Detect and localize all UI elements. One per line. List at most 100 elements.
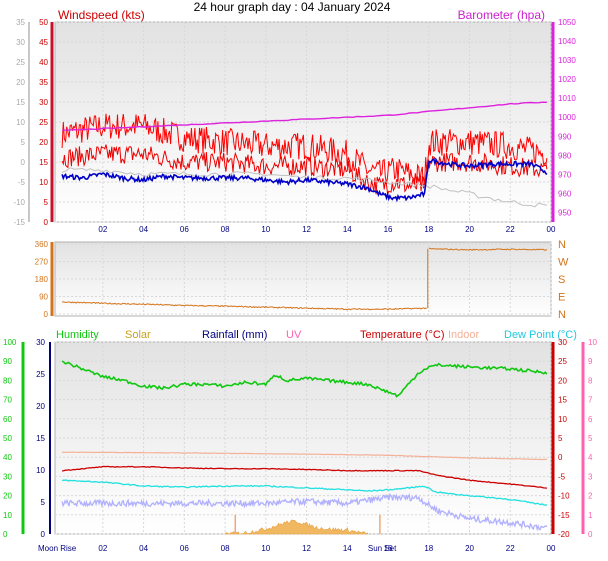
- wind-series-gust: [61, 113, 548, 189]
- wind-inner-tick: 5: [44, 198, 49, 207]
- wind-x-tick: 08: [221, 225, 230, 234]
- wind-x-tick: 04: [139, 225, 148, 234]
- wind-x-tick: 12: [302, 225, 311, 234]
- wind-inner-tick: 10: [39, 178, 48, 187]
- wind-inner-tick: 20: [39, 138, 48, 147]
- humidity-tick: 80: [3, 376, 12, 385]
- temp-x-tick: 00: [547, 544, 556, 553]
- direction-tick: 360: [35, 240, 49, 249]
- baro-title: Barometer (hpa): [458, 8, 545, 22]
- uv-tick: 0: [588, 530, 593, 539]
- temp-x-tick: 06: [180, 544, 189, 553]
- baro-tick: 990: [558, 132, 572, 141]
- temp-x-tick: Sun Set: [368, 544, 397, 553]
- wind-series-avg: [61, 157, 548, 203]
- direction-series-early: [61, 301, 427, 311]
- wind-inner-tick: 40: [39, 58, 48, 67]
- wind-x-tick: 18: [424, 225, 433, 234]
- direction-panel: 0 N 90 E 180 S 270 W 360 N: [35, 239, 569, 321]
- rain-tick: 0: [41, 530, 46, 539]
- temp-tick: 20: [558, 376, 567, 385]
- temp-x-tick: 04: [139, 544, 148, 553]
- wind-outer-tick: -10: [13, 198, 25, 207]
- baro-tick: 960: [558, 189, 572, 198]
- wind-outer-tick: 25: [16, 58, 25, 67]
- temp-tick: -5: [558, 472, 566, 481]
- wind-inner-tick: 30: [39, 98, 48, 107]
- wind-x-tick: 00: [547, 225, 556, 234]
- uv-tick: 7: [588, 396, 593, 405]
- temp-tick-labels: -20-15-10-505101520253001020304050607080…: [3, 338, 597, 553]
- humidity-tick: 50: [3, 434, 12, 443]
- temp-tick: -15: [558, 511, 570, 520]
- wind-inner-tick: 35: [39, 78, 48, 87]
- temp-tick: 5: [558, 434, 563, 443]
- wind-series-baro: [62, 101, 547, 131]
- humidity-tick: 60: [3, 415, 12, 424]
- wind-inner-tick: 45: [39, 38, 48, 47]
- baro-tick: 1000: [558, 113, 576, 122]
- humidity-tick: 70: [3, 396, 12, 405]
- compass-tick: W: [558, 257, 569, 269]
- series-solar: [224, 519, 368, 535]
- baro-tick: 950: [558, 208, 572, 217]
- rain-tick: 30: [36, 338, 45, 347]
- uv-tick: 9: [588, 357, 593, 366]
- wind-series-wind: [61, 144, 548, 196]
- direction-tick-labels: 0 N 90 E 180 S 270 W 360 N: [35, 239, 569, 321]
- wind-x-tick: 14: [343, 225, 352, 234]
- legend-temperature: Temperature (°C): [360, 329, 444, 341]
- humidity-tick: 90: [3, 357, 12, 366]
- wind-outer-tick: 5: [21, 138, 26, 147]
- humidity-tick: 20: [3, 492, 12, 501]
- legend-dewpoint: Dew Point (°C): [504, 329, 577, 341]
- uv-tick: 1: [588, 511, 593, 520]
- wind-panel: 0 5 10 15 20 25 30 35 40 45 50 -15 -10 -5 0 5 10 15 20 25 30…: [13, 8, 576, 234]
- series-dewpoint: [61, 479, 548, 506]
- temp-tick: -10: [558, 492, 570, 501]
- direction-tick: 270: [35, 258, 49, 267]
- uv-tick: 10: [588, 338, 597, 347]
- wind-grid: [55, 21, 552, 223]
- series-humidity: [61, 360, 548, 398]
- legend-humidity: Humidity: [56, 329, 99, 341]
- series-indoor: [62, 451, 547, 461]
- rain-tick: 5: [41, 498, 46, 507]
- temp-x-tick: 16: [384, 544, 393, 553]
- direction-series: [61, 247, 548, 311]
- temp-x-tick: 18: [424, 544, 433, 553]
- wind-series: [61, 101, 548, 208]
- series-outdoor_light: [61, 492, 548, 532]
- compass-tick: S: [558, 274, 565, 286]
- wind-outer-tick: 0: [21, 158, 26, 167]
- legend-rainfall: Rainfall (mm): [202, 329, 267, 341]
- temp-x-tick: 20: [465, 544, 474, 553]
- humidity-tick: 40: [3, 453, 12, 462]
- humidity-tick: 10: [3, 511, 12, 520]
- wind-x-tick: 20: [465, 225, 474, 234]
- direction-tick: 0: [44, 310, 49, 319]
- legend-uv: UV: [286, 329, 302, 341]
- temp-tick: 25: [558, 357, 567, 366]
- temp-x-tick: Moon Rise: [38, 544, 77, 553]
- compass-tick: N: [558, 309, 566, 321]
- wind-outer-tick: 15: [16, 98, 25, 107]
- wind-inner-tick: 25: [39, 118, 48, 127]
- baro-tick: 1030: [558, 56, 576, 65]
- temp-tick: -20: [558, 530, 570, 539]
- temp-x-tick: 08: [221, 544, 230, 553]
- rain-tick: 15: [36, 434, 45, 443]
- uv-tick: 2: [588, 492, 593, 501]
- wind-outer-tick: 30: [16, 38, 25, 47]
- wind-outer-tick: -5: [18, 178, 26, 187]
- uv-tick: 3: [588, 472, 593, 481]
- wind-x-tick: 10: [261, 225, 270, 234]
- uv-tick: 6: [588, 415, 593, 424]
- temp-tick: 30: [558, 338, 567, 347]
- temp-series: [61, 360, 548, 535]
- uv-tick: 5: [588, 434, 593, 443]
- compass-tick: E: [558, 292, 565, 304]
- temp-tick: 0: [558, 453, 563, 462]
- wind-inner-tick: 0: [44, 218, 49, 227]
